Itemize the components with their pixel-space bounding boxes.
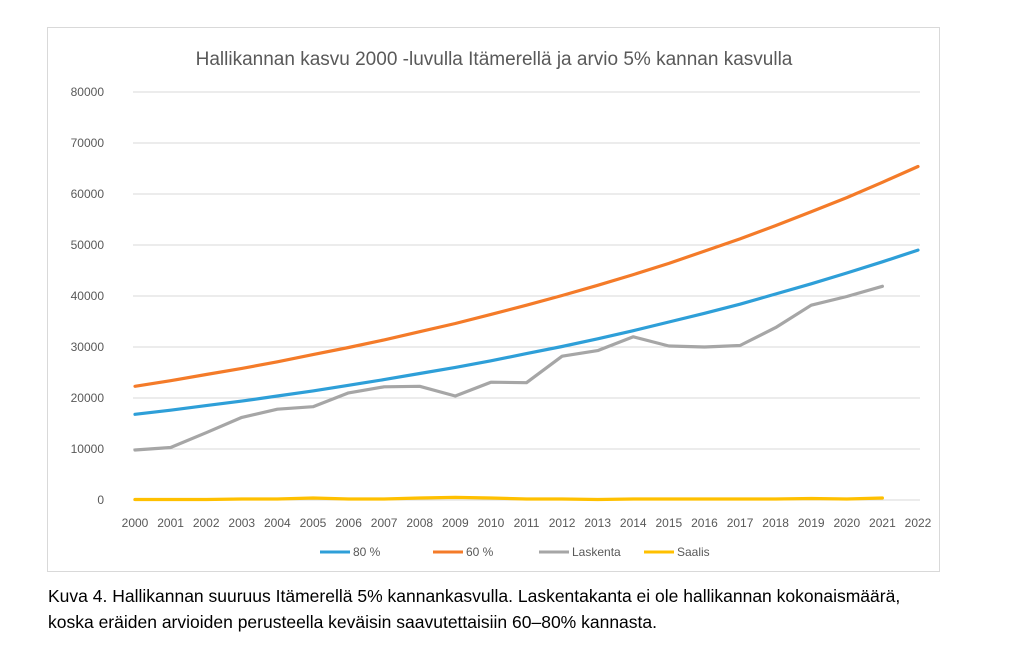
x-tick-label: 2009 (442, 516, 469, 530)
y-tick-label: 80000 (71, 85, 105, 99)
line-chart: Hallikannan kasvu 2000 -luvulla Itämerel… (71, 49, 932, 559)
x-tick-label: 2021 (869, 516, 896, 530)
x-tick-label: 2007 (371, 516, 398, 530)
series-line-saalis (133, 495, 884, 502)
x-tick-label: 2011 (514, 516, 540, 530)
x-tick-label: 2018 (762, 516, 789, 530)
series-lines (133, 164, 920, 502)
x-tick-label: 2006 (335, 516, 362, 530)
caption-line-2: koska eräiden arvioiden perusteella kevä… (48, 612, 657, 632)
series-line-60 (133, 164, 920, 388)
y-tick-label: 20000 (71, 391, 105, 405)
x-tick-label: 2015 (656, 516, 683, 530)
y-tick-label: 10000 (71, 442, 105, 456)
y-axis-ticks: 0 10000 20000 30000 40000 50000 60000 70000 8000… (71, 85, 105, 507)
chart-title: Hallikannan kasvu 2000 -luvulla Itämerel… (196, 49, 793, 70)
legend-label: 60 % (466, 545, 494, 559)
y-tick-label: 70000 (71, 136, 105, 150)
caption-line-1: Kuva 4. Hallikannan suuruus Itämerellä 5… (48, 586, 901, 606)
x-tick-label: 2002 (193, 516, 220, 530)
series-line-laskenta (133, 284, 884, 452)
y-tick-label: 30000 (71, 340, 105, 354)
x-tick-label: 2001 (157, 516, 184, 530)
x-tick-label: 2016 (691, 516, 718, 530)
x-tick-label: 2004 (264, 516, 291, 530)
x-tick-label: 2008 (406, 516, 433, 530)
x-axis-ticks: 2000 2001 2002 2003 2004 2005 2006 2007 2008 2009… (122, 516, 932, 530)
x-tick-label: 2022 (905, 516, 932, 530)
legend-label: 80 % (353, 545, 381, 559)
x-tick-label: 2017 (727, 516, 754, 530)
y-tick-label: 40000 (71, 289, 105, 303)
x-tick-label: 2020 (833, 516, 860, 530)
gridlines (133, 91, 920, 501)
x-tick-label: 2012 (549, 516, 576, 530)
x-tick-label: 2019 (798, 516, 825, 530)
x-tick-label: 2010 (478, 516, 505, 530)
x-tick-label: 2005 (300, 516, 327, 530)
y-tick-label: 50000 (71, 238, 105, 252)
legend: 80 % 60 % Laskenta Saalis (320, 545, 710, 559)
y-tick-label: 60000 (71, 187, 105, 201)
chart-frame: Hallikannan kasvu 2000 -luvulla Itämerel… (47, 27, 940, 572)
series-line-80 (133, 248, 920, 416)
figure-caption: Kuva 4. Hallikannan suuruus Itämerellä 5… (48, 583, 1018, 635)
x-tick-label: 2000 (122, 516, 149, 530)
legend-label: Laskenta (572, 545, 621, 559)
x-tick-label: 2003 (228, 516, 255, 530)
legend-label: Saalis (677, 545, 710, 559)
x-tick-label: 2013 (584, 516, 611, 530)
x-tick-label: 2014 (620, 516, 647, 530)
y-tick-label: 0 (97, 493, 104, 507)
